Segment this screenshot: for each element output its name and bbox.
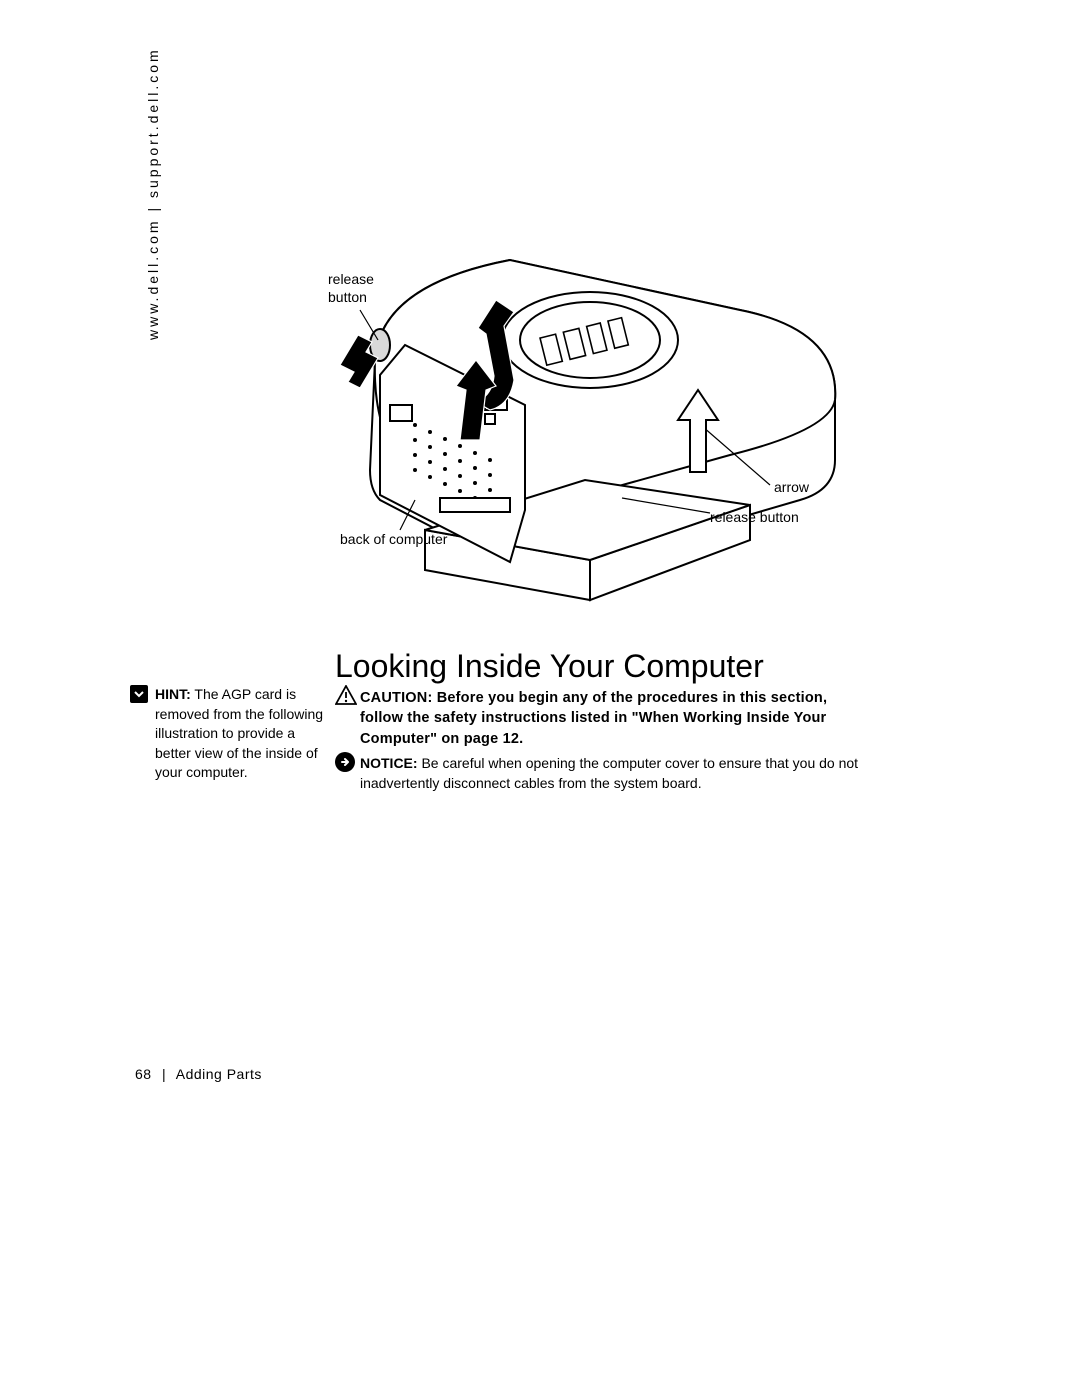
section-heading: Looking Inside Your Computer bbox=[335, 648, 764, 685]
notice-body: Be careful when opening the computer cov… bbox=[360, 755, 858, 791]
label-release-button-top: release button bbox=[328, 270, 388, 306]
page-footer: 68 | Adding Parts bbox=[135, 1066, 262, 1082]
hint-text: HINT: The AGP card is removed from the f… bbox=[155, 685, 325, 783]
manual-page: www.dell.com | support.dell.com bbox=[0, 0, 1080, 1397]
caution-lead: CAUTION: bbox=[360, 690, 432, 706]
footer-separator: | bbox=[162, 1066, 166, 1082]
notice-text: NOTICE: Be careful when opening the comp… bbox=[360, 754, 880, 793]
notice-icon bbox=[335, 752, 355, 772]
caution-text: CAUTION: Before you begin any of the pro… bbox=[360, 688, 870, 749]
notice-lead: NOTICE: bbox=[360, 755, 418, 771]
label-release-button-right: release button bbox=[710, 508, 799, 526]
computer-diagram: release button arrow release button back… bbox=[280, 230, 900, 610]
footer-section: Adding Parts bbox=[176, 1066, 262, 1082]
label-arrow: arrow bbox=[774, 478, 809, 496]
page-number: 68 bbox=[135, 1066, 152, 1082]
hint-icon bbox=[130, 685, 148, 703]
label-back-of-computer: back of computer bbox=[340, 530, 447, 548]
caution-icon bbox=[335, 685, 357, 710]
side-url-text: www.dell.com | support.dell.com bbox=[145, 47, 161, 340]
hint-lead: HINT: bbox=[155, 686, 191, 702]
